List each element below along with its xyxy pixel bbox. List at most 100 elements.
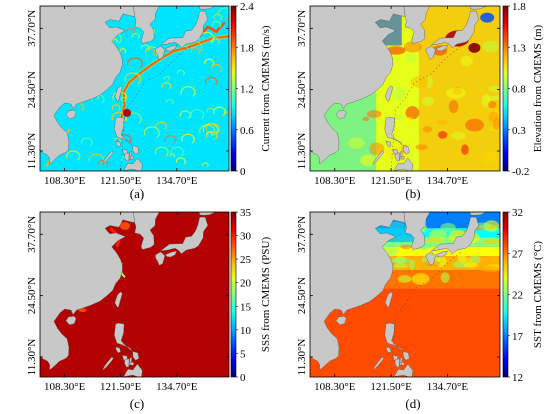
map-frame [309,5,501,172]
eddy [155,121,168,131]
colorbar-tick-label: 1.8 [512,1,526,13]
land-luzon [384,322,403,352]
eddy [210,37,220,45]
thermal-eddy [397,275,412,283]
land-samar [132,351,140,361]
colorbar-tick-label: 27 [512,248,524,260]
y-tick-label: 24.50°N [26,277,38,314]
land-mindoro [115,346,121,354]
land-hainan [335,109,347,120]
boundary-line [390,251,462,377]
eddy [111,111,127,123]
panel-label: (b) [405,186,420,201]
eddy [190,47,200,54]
land-bohol [400,155,405,160]
x-tick-label: 108.30°E [314,381,356,393]
land-taiwan [114,291,123,308]
colorbar-tick-label: 1.2 [240,84,254,96]
eddy [170,146,184,157]
land-taiwan [384,85,394,102]
anomaly-blob [410,76,429,88]
x-tick-label: 121.50°E [100,175,142,187]
eddy-core [123,108,132,117]
thermal-eddy [400,244,412,250]
land-mindanao [393,363,414,377]
y-tick-label: 37.70°N [26,216,38,253]
x-tick-label: 134.70°E [427,175,469,187]
map-frame [309,211,501,378]
land-mindanao [393,157,414,171]
land-hainan [65,315,77,326]
colorbar-tick-label: 1.3 [512,42,526,54]
eddy [66,150,81,161]
eddy [117,134,132,145]
x-tick-label: 134.70°E [156,175,198,187]
anomaly-blob [404,116,415,125]
eddy [166,99,174,105]
thermal-eddy [469,255,481,265]
land-mindanao [123,363,143,377]
y-tick-label: 11.30°N [26,339,38,376]
eddy [201,162,209,168]
boundary-line [120,251,191,377]
colorbar-tick-label: 0 [240,372,246,384]
y-tick-label: 37.70°N [26,10,38,47]
colorbar-title: SST from CMEMS (°C) [532,241,544,349]
anomaly-blob [448,100,459,114]
bohai-low [119,221,130,230]
colorbar-gradient [502,211,509,378]
temperature-band [310,246,500,257]
colorbar-tick-label: 0.3 [512,125,526,137]
colorbar-tick-label: 0 [240,166,246,178]
colorbar: 0 5 10 15 20 25 30 35 SSS from CMEMS (PSU) [230,207,272,384]
y-tick-label: 24.50°N [296,277,308,314]
eddy [204,58,215,67]
anomaly-blob [403,41,422,53]
y-tick-label: 11.30°N [26,133,38,170]
colorbar: 0 0.6 1.2 1.8 2.4 Current from CMEMS (m/s) [230,1,272,178]
eddy [164,134,177,144]
thermal-eddy [482,239,500,244]
land-samar [132,145,140,155]
eddy [186,41,203,53]
land-japan-hokkaido [469,6,487,10]
x-tick-label: 134.70°E [156,381,198,393]
thermal-eddy [409,259,416,270]
colorbar-tick-label: 32 [512,207,523,219]
eddy [97,159,109,168]
x-tick-label: 121.50°E [370,381,412,393]
thermal-eddy [424,237,444,243]
land-samar [402,351,410,361]
colorbar-tick-label: 15 [240,301,252,313]
anomaly-blob [461,144,469,156]
anomaly-blob [451,131,466,140]
eddy [179,110,191,119]
heatmap-field [310,212,500,377]
eddy [175,157,186,165]
land-korea [403,212,431,250]
anomaly-blob [369,142,385,156]
panel-label: (d) [405,396,420,411]
land-japan-hokkaido [199,212,216,216]
colorbar-tick-label: 20 [240,278,252,290]
land-korea [133,212,160,250]
eddy [112,38,118,43]
colorbar-tick-label: 0.8 [512,84,526,96]
land-samar [402,145,410,155]
land-palawan [102,356,114,371]
land-negros [394,358,400,368]
anomaly-blob [446,87,466,99]
heatmap-field [40,6,229,171]
x-tick-label: 108.30°E [44,381,86,393]
land-japan-shikoku [164,44,178,52]
colorbar-tick-label: 22 [512,290,523,302]
colorbar-tick-label: 5 [240,348,246,360]
thermal-eddy [428,229,448,241]
eddy [211,64,223,73]
eddy [131,32,140,39]
eddy [205,77,218,87]
land-japan-honshu [159,10,209,49]
land-japan-kyushu [425,45,436,60]
land-japan-honshu [430,216,479,255]
